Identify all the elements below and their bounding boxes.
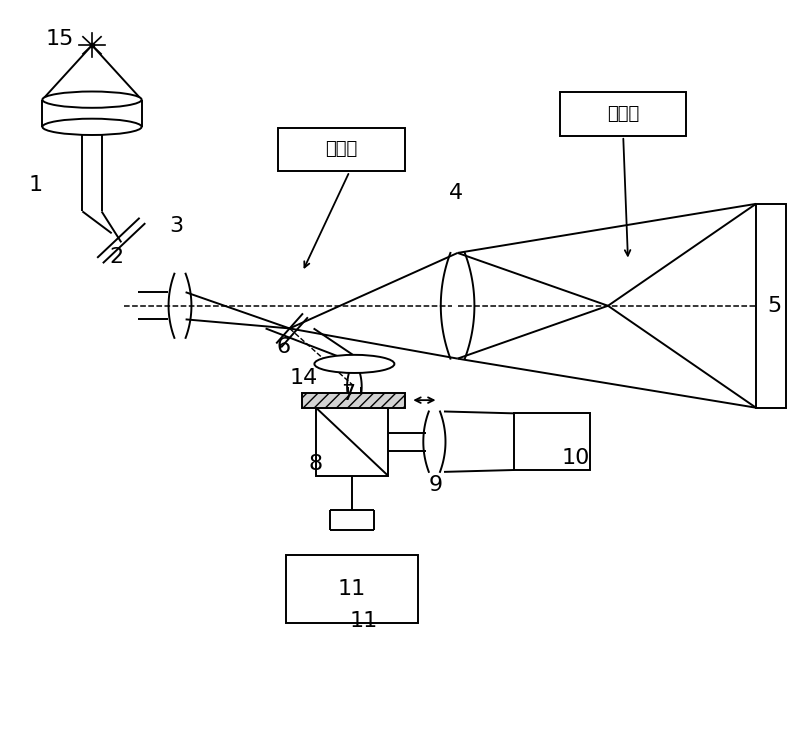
Bar [302,393,405,408]
Bar [560,92,686,136]
Text: 9: 9 [429,475,443,495]
Ellipse shape [42,91,142,108]
Text: 2: 2 [109,247,123,267]
Text: 光轴一: 光轴一 [326,140,358,159]
Text: 11: 11 [350,611,378,630]
Ellipse shape [42,119,142,135]
Ellipse shape [314,355,394,373]
Bar [316,408,388,476]
Bar [514,414,590,470]
Bar [756,204,786,408]
Text: 4: 4 [449,183,463,202]
Text: 6: 6 [277,337,291,357]
Text: 3: 3 [169,217,183,236]
Text: 7: 7 [341,384,355,404]
Text: 11: 11 [338,579,366,599]
Text: 15: 15 [46,29,74,49]
Text: 8: 8 [309,455,323,474]
Bar [278,128,405,171]
Text: 光轴二: 光轴二 [607,105,639,123]
Bar [286,555,418,623]
Text: 5: 5 [767,296,782,316]
Text: 10: 10 [562,448,590,468]
Text: 14: 14 [290,368,318,387]
Text: 1: 1 [29,175,43,195]
